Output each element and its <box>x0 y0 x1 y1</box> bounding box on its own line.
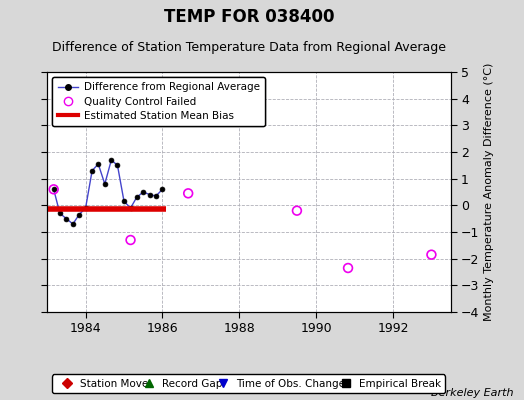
Point <box>49 186 58 192</box>
Text: TEMP FOR 038400: TEMP FOR 038400 <box>163 8 334 26</box>
Point <box>344 265 352 271</box>
Legend: Difference from Regional Average, Quality Control Failed, Estimated Station Mean: Difference from Regional Average, Qualit… <box>52 77 265 126</box>
Point <box>427 252 435 258</box>
Point <box>293 208 301 214</box>
Legend: Station Move, Record Gap, Time of Obs. Change, Empirical Break: Station Move, Record Gap, Time of Obs. C… <box>52 374 445 393</box>
Y-axis label: Monthly Temperature Anomaly Difference (°C): Monthly Temperature Anomaly Difference (… <box>484 63 494 321</box>
Text: Difference of Station Temperature Data from Regional Average: Difference of Station Temperature Data f… <box>52 41 446 54</box>
Point <box>126 237 135 243</box>
Text: Berkeley Earth: Berkeley Earth <box>431 388 514 398</box>
Point <box>184 190 192 196</box>
